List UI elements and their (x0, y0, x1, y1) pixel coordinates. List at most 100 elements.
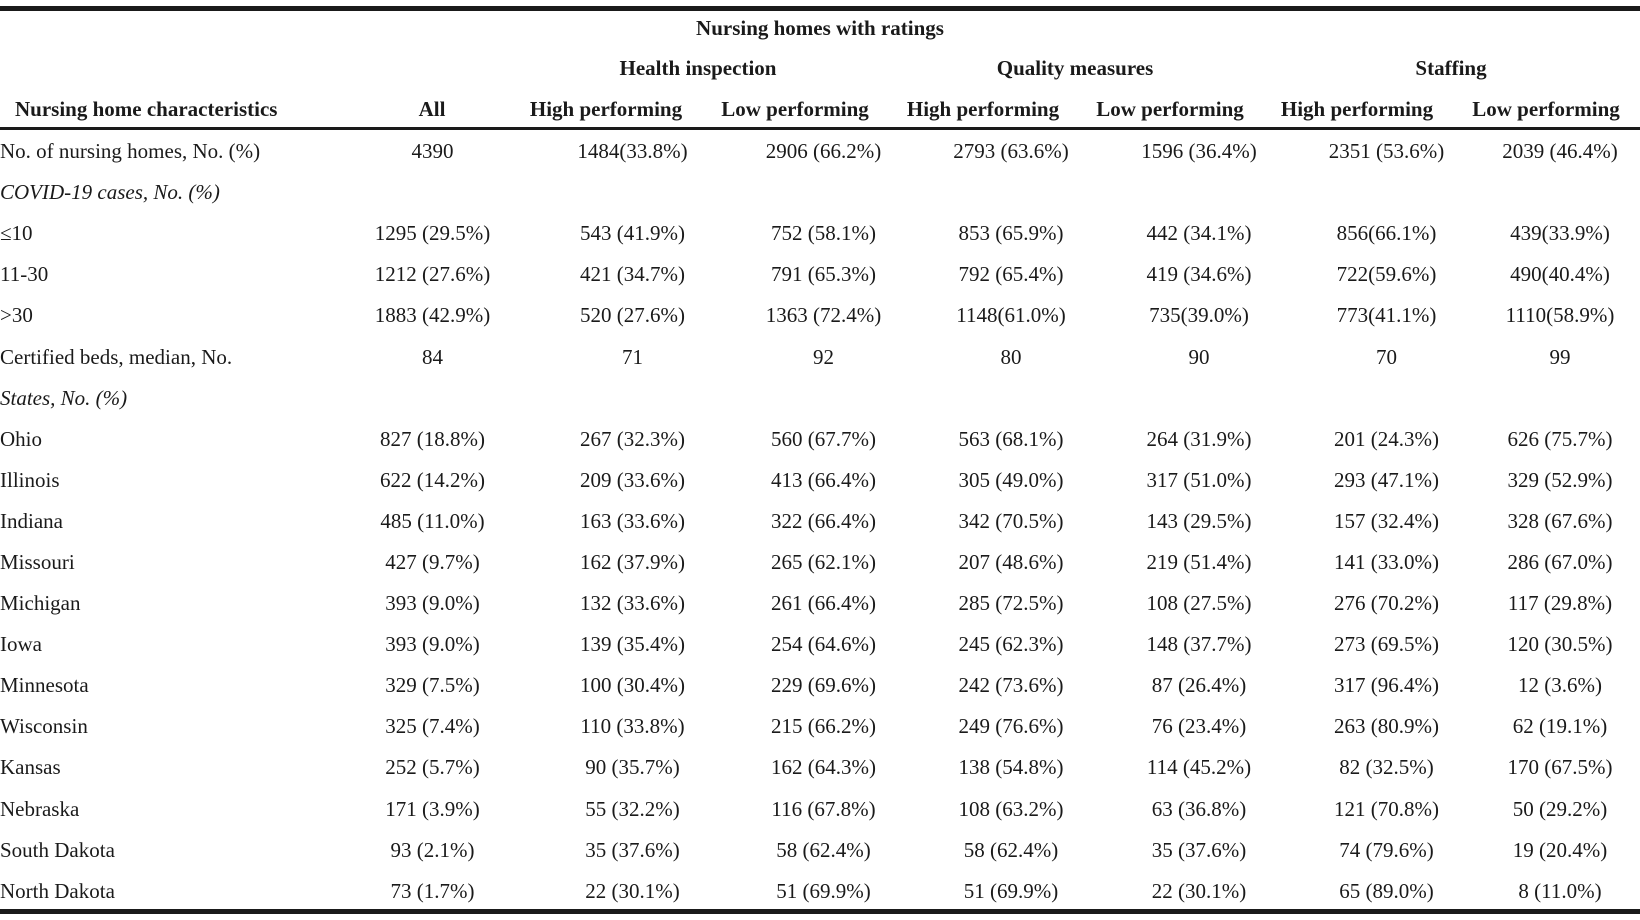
table-cell: 773(41.1%) (1336, 303, 1437, 328)
table-bottom-rule (0, 909, 1640, 914)
table-cell: 22 (30.1%) (1151, 878, 1247, 903)
group-header-health-inspection: Health inspection (619, 56, 777, 80)
table-cell: 421 (34.7%) (580, 262, 685, 287)
table-cell: 74 (79.6%) (1339, 837, 1434, 862)
table-cell: 138 (54.8%) (958, 755, 1064, 780)
table-cell: 12 (3.6%) (1518, 673, 1602, 698)
table-cell: 1295 (29.5%) (374, 221, 491, 246)
column-header-quality-high: High performing (906, 97, 1060, 121)
table-cell (917, 172, 1105, 213)
row-label: Kansas (0, 755, 61, 780)
table-row: North Dakota 73 (1.7%) 22 (30.1%) 51 (69.9%… (0, 871, 1640, 912)
table-row: ≤10 1295 (29.5%) 543 (41.9%) 752 (58.1%) 853… (0, 213, 1640, 254)
table-cell: 121 (70.8%) (1334, 796, 1439, 821)
table-cell: 261 (66.4%) (771, 591, 876, 616)
table-cell: 276 (70.2%) (1334, 591, 1439, 616)
table-cell: 722(59.6%) (1336, 262, 1437, 287)
table-row: No. of nursing homes, No. (%) 4390 1484(33… (0, 131, 1640, 172)
table-cell: 76 (23.4%) (1151, 714, 1247, 739)
table-cell: 520 (27.6%) (580, 303, 685, 328)
table-cell: 439(33.9%) (1510, 221, 1610, 246)
table-cell: 1212 (27.6%) (374, 262, 491, 287)
table-cell: 100 (30.4%) (580, 673, 685, 698)
table-cell: 162 (37.9%) (580, 549, 685, 574)
table-cell: 1148(61.0%) (956, 303, 1066, 328)
column-header-all: All (418, 97, 446, 121)
table-cell: 264 (31.9%) (1146, 426, 1252, 451)
row-label: 11-30 (0, 262, 49, 287)
table-cell: 293 (47.1%) (1334, 467, 1439, 492)
table-cell: 286 (67.0%) (1507, 549, 1613, 574)
table-cell: 249 (76.6%) (958, 714, 1064, 739)
table-cell: 427 (9.7%) (385, 549, 480, 574)
table-cell: 413 (66.4%) (771, 467, 876, 492)
table-row: Michigan 393 (9.0%) 132 (33.6%) 261 (66.4%)… (0, 583, 1640, 624)
table-cell: 117 (29.8%) (1507, 591, 1613, 616)
table-cell (730, 172, 917, 213)
data-table: No. of nursing homes, No. (%) 4390 1484(33… (0, 131, 1640, 912)
table-cell: 65 (89.0%) (1339, 878, 1434, 903)
row-label: ≤10 (0, 221, 33, 246)
table-cell (917, 378, 1105, 419)
table-cell: 219 (51.4%) (1146, 549, 1252, 574)
table-cell: 207 (48.6%) (958, 549, 1064, 574)
table-row: COVID-19 cases, No. (%) (0, 172, 1640, 213)
table-cell: 267 (32.3%) (580, 426, 685, 451)
table-cell: 143 (29.5%) (1146, 508, 1252, 533)
table-cell: 116 (67.8%) (771, 796, 876, 821)
table-cell: 1363 (72.4%) (765, 303, 882, 328)
table-cell: 622 (14.2%) (380, 467, 485, 492)
row-label: COVID-19 cases, No. (%) (0, 180, 220, 205)
table-cell: 325 (7.4%) (385, 714, 480, 739)
table-cell (535, 378, 730, 419)
table-cell: 853 (65.9%) (958, 221, 1064, 246)
table-cell: 1596 (36.4%) (1141, 139, 1257, 164)
table-cell: 2039 (46.4%) (1502, 139, 1618, 164)
column-header-staffing-high: High performing (1280, 97, 1434, 121)
row-label: Certified beds, median, No. (0, 344, 233, 369)
table-cell (730, 378, 917, 419)
table-body: No. of nursing homes, No. (%) 4390 1484(33… (0, 131, 1640, 912)
table-cell: 2906 (66.2%) (765, 139, 882, 164)
table-cell: 791 (65.3%) (771, 262, 876, 287)
table-row: Missouri 427 (9.7%) 162 (37.9%) 265 (62.1%)… (0, 542, 1640, 583)
row-label: Illinois (0, 467, 60, 492)
table-cell: 252 (5.7%) (385, 755, 480, 780)
header-rule (0, 127, 1640, 130)
table-cell: 329 (7.5%) (385, 673, 480, 698)
row-label: Nebraska (0, 796, 80, 821)
table-cell: 62 (19.1%) (1512, 714, 1608, 739)
table-cell: 93 (2.1%) (390, 837, 475, 862)
group-header-quality-measures: Quality measures (996, 56, 1154, 80)
table-cell: 735(39.0%) (1149, 303, 1249, 328)
table-cell: 90 (35.7%) (585, 755, 680, 780)
table-cell: 51 (69.9%) (963, 878, 1059, 903)
table-cell: 563 (68.1%) (958, 426, 1064, 451)
table-cell: 58 (62.4%) (963, 837, 1059, 862)
table-top-rule (0, 6, 1640, 11)
table-cell: 543 (41.9%) (580, 221, 685, 246)
table-cell: 87 (26.4%) (1151, 673, 1247, 698)
table-cell: 71 (622, 344, 643, 369)
table-cell: 22 (30.1%) (585, 878, 680, 903)
table-cell: 51 (69.9%) (776, 878, 871, 903)
table-cell: 215 (66.2%) (771, 714, 876, 739)
row-label: Minnesota (0, 673, 89, 698)
row-label: States, No. (%) (0, 385, 128, 410)
table-cell: 1110(58.9%) (1505, 303, 1615, 328)
table-cell: 201 (24.3%) (1334, 426, 1439, 451)
table-cell: 245 (62.3%) (958, 632, 1064, 657)
table-cell: 4390 (411, 139, 454, 164)
table-cell: 70 (1376, 344, 1397, 369)
table-cell: 490(40.4%) (1510, 262, 1610, 287)
table-row: Nebraska 171 (3.9%) 55 (32.2%) 116 (67.8%) 1… (0, 789, 1640, 830)
table-cell: 442 (34.1%) (1146, 221, 1252, 246)
table-cell: 285 (72.5%) (958, 591, 1064, 616)
table-cell: 1484(33.8%) (577, 139, 688, 164)
table-cell: 2793 (63.6%) (953, 139, 1069, 164)
table-cell: 626 (75.7%) (1507, 426, 1613, 451)
table-row: >30 1883 (42.9%) 520 (27.6%) 1363 (72.4%) 11… (0, 295, 1640, 336)
table-cell: 162 (64.3%) (771, 755, 876, 780)
table-cell: 19 (20.4%) (1512, 837, 1608, 862)
table-cell: 393 (9.0%) (385, 591, 480, 616)
